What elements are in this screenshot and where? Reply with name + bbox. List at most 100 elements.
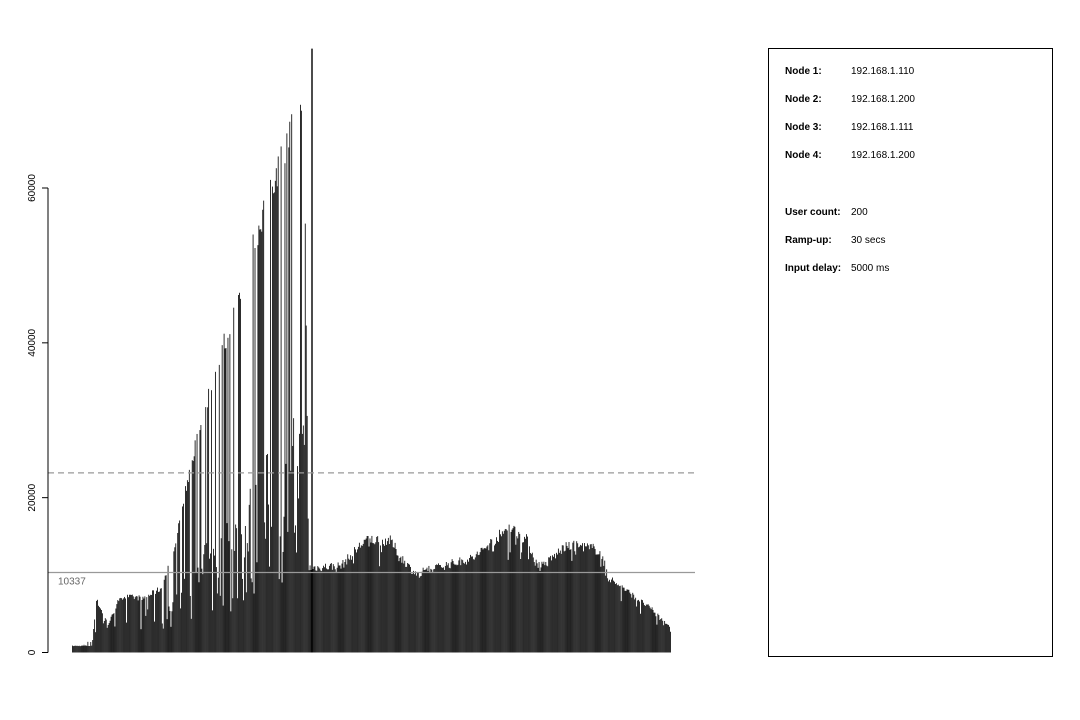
bar	[325, 563, 326, 653]
bar	[117, 600, 119, 653]
bar	[132, 596, 134, 653]
bar	[110, 616, 112, 653]
bar	[290, 470, 292, 653]
bar	[216, 593, 218, 653]
bar	[172, 602, 174, 653]
bar	[365, 538, 367, 653]
bar	[648, 605, 650, 653]
bar	[638, 599, 639, 653]
bar	[83, 644, 85, 653]
bar	[210, 553, 211, 653]
bar	[137, 600, 139, 653]
bar	[359, 547, 361, 653]
bar	[309, 565, 311, 653]
bar	[419, 576, 421, 653]
bar	[629, 592, 631, 653]
bar	[161, 623, 163, 653]
bar	[319, 568, 321, 653]
bar	[614, 583, 616, 653]
bar	[138, 595, 140, 653]
bar	[547, 566, 549, 653]
bar	[520, 558, 522, 653]
bar	[474, 557, 476, 653]
bar	[166, 619, 168, 653]
bar	[223, 333, 225, 653]
bar	[129, 594, 130, 653]
bar	[651, 607, 653, 653]
bar	[188, 469, 190, 653]
bar	[609, 579, 610, 653]
bar	[226, 523, 228, 653]
bar	[72, 645, 73, 653]
bar	[456, 565, 458, 653]
bar	[199, 430, 201, 653]
bar	[418, 577, 420, 653]
bar	[286, 133, 288, 653]
bar	[507, 559, 509, 653]
bar	[387, 537, 389, 653]
bar	[219, 595, 221, 653]
bar	[348, 558, 350, 653]
bar	[407, 562, 409, 653]
bar	[139, 596, 141, 653]
bar	[555, 558, 556, 653]
bar	[180, 608, 182, 653]
bar	[249, 488, 251, 653]
bar	[664, 620, 666, 653]
bar	[660, 619, 662, 653]
bar	[553, 556, 554, 653]
bar	[207, 407, 209, 653]
bar	[392, 547, 394, 653]
bar	[618, 586, 620, 653]
bar	[518, 531, 520, 653]
bar	[644, 606, 646, 653]
bar	[575, 554, 577, 653]
bar	[459, 557, 461, 653]
bar	[99, 607, 100, 653]
bar	[91, 645, 93, 653]
bar	[201, 568, 203, 653]
bar	[436, 564, 438, 653]
info-panel: Node 1: 192.168.1.110 Node 2: 192.168.1.…	[768, 48, 1053, 657]
bar	[449, 568, 451, 653]
bar	[342, 560, 344, 653]
bar	[260, 229, 262, 653]
bar	[144, 596, 146, 653]
bar	[294, 532, 296, 653]
bar	[367, 536, 369, 653]
bar	[200, 425, 202, 653]
bar	[621, 585, 623, 653]
bar	[101, 613, 103, 653]
bar	[100, 609, 102, 653]
bar	[364, 539, 366, 653]
bar	[606, 569, 608, 653]
bar	[601, 558, 603, 653]
bar	[533, 562, 535, 653]
bar	[527, 536, 528, 653]
bar	[509, 552, 511, 653]
bar	[148, 594, 150, 653]
bar	[516, 536, 518, 653]
bar	[270, 179, 271, 653]
bar	[476, 551, 478, 653]
bar	[341, 563, 343, 653]
bar	[519, 533, 521, 653]
bar	[302, 425, 304, 653]
bar	[182, 506, 183, 653]
bar	[645, 604, 647, 653]
bar	[105, 619, 107, 653]
bar	[413, 570, 414, 653]
bar	[331, 569, 333, 653]
info-key: Node 3:	[785, 122, 822, 133]
bar	[525, 538, 526, 653]
bar	[559, 550, 561, 653]
bar	[551, 560, 553, 653]
bar	[657, 613, 659, 653]
bar	[406, 566, 408, 653]
info-key: Node 4:	[785, 150, 822, 161]
bar	[511, 529, 513, 653]
bar	[354, 547, 355, 653]
bar	[556, 552, 557, 653]
bar	[557, 554, 558, 653]
bar	[177, 532, 179, 653]
